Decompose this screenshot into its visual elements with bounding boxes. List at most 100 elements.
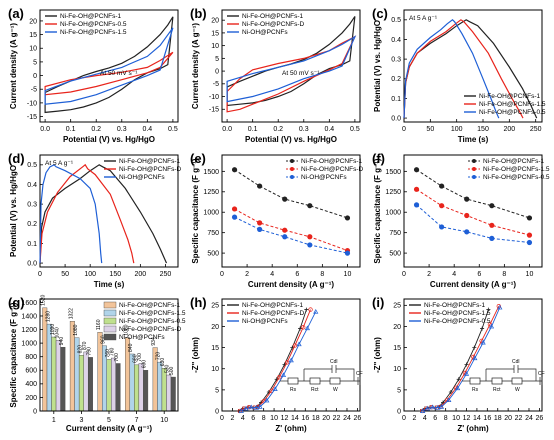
x-axis-label: Potential (V) vs. Hg/HgO: [63, 135, 155, 144]
y-axis-label: Current density (A g⁻¹): [9, 23, 18, 109]
data-label: 840: [128, 343, 134, 352]
bar: [42, 307, 48, 412]
y-tick-label: 10: [393, 366, 401, 373]
data-label: 820: [77, 345, 83, 354]
legend-swatch: [472, 175, 476, 179]
y-tick-label: 750: [389, 230, 401, 237]
data-point: [284, 360, 290, 365]
bar: [138, 363, 144, 412]
data-point: [257, 183, 263, 189]
x-tick-label: 6: [251, 415, 255, 422]
x-tick-label: 0.0: [40, 126, 50, 133]
panel-a: 0.0 0.1 0.2 0.3 0.4 0.5 -15 -10 -5 0 5 10 15 20 Potent…: [8, 6, 179, 144]
capacitor-cdl: [513, 365, 519, 373]
data-point: [264, 397, 270, 403]
bar: [83, 351, 89, 412]
x-tick-label: 18: [312, 415, 320, 422]
bar: [46, 323, 52, 412]
legend-entry: Ni-Fe-OH@PCNFs-1: [424, 302, 486, 309]
x-tick-label: 10: [160, 417, 168, 424]
y-tick-label: 20: [393, 324, 401, 331]
panel-g: 1520 1322 1160 1080 934 1280 1080 960 840 720 1090…: [8, 294, 186, 433]
bar: [170, 376, 176, 412]
y-tick-label: 0: [397, 408, 401, 415]
y-tick-label: 5: [397, 387, 401, 394]
x-tick-label: 6: [295, 271, 299, 278]
data-point: [420, 408, 426, 413]
circuit-label: Rct: [493, 387, 501, 393]
x-tick-label: 0.3: [117, 126, 127, 133]
y-tick-label: 0: [33, 408, 37, 415]
data-point: [413, 167, 420, 173]
y-tick-label: 1000: [203, 210, 219, 217]
x-tick-label: 100: [451, 126, 463, 133]
y-tick-label: 0: [33, 73, 37, 80]
y-tick-label: 0.1: [391, 96, 401, 103]
data-point: [296, 341, 302, 347]
data-point: [464, 229, 470, 235]
bar: [51, 336, 57, 412]
x-tick-label: 0: [402, 271, 406, 278]
y-axis-label: -Z" (ohm): [373, 337, 382, 373]
bar: [78, 355, 84, 412]
y-tick-label: -15: [209, 107, 219, 114]
x-axis-label: Time (s): [94, 280, 125, 289]
x-tick-label: 1: [52, 417, 56, 424]
y-tick-label: 200: [25, 395, 37, 402]
y-axis-label: Current density (A g⁻¹): [191, 23, 200, 109]
y-tick-label: 800: [25, 354, 37, 361]
data-point: [472, 345, 477, 350]
data-label: 500: [169, 366, 175, 375]
bar: [106, 359, 112, 412]
y-tick-label: 750: [207, 230, 219, 237]
x-tick-label: 0.3: [299, 126, 309, 133]
annotation: At 5 A g⁻¹: [45, 160, 74, 167]
y-tick-label: 0.4: [391, 37, 401, 44]
x-tick-label: 200: [135, 271, 147, 278]
data-label: 530: [165, 364, 171, 373]
y-axis-label: -Z" (ohm): [191, 337, 200, 373]
x-tick-label: 12: [463, 415, 471, 422]
data-point: [292, 343, 298, 348]
panel-label: (i): [372, 295, 384, 310]
legend-entry: Ni-Fe-OH@PCNFs-D: [301, 166, 364, 173]
x-tick-label: 0.2: [273, 126, 283, 133]
resistor-rs: [287, 377, 299, 385]
y-tick-label: -10: [27, 100, 37, 107]
circuit-label: W: [333, 387, 338, 393]
legend-entry: Ni-Fe-OH@PCNFs-1.5: [479, 101, 546, 108]
circuit-label: Cdl: [512, 359, 520, 365]
circuit-label: Rs: [290, 387, 297, 393]
data-point: [231, 206, 238, 212]
y-tick-label: 10: [29, 46, 37, 53]
data-label: 934: [151, 337, 157, 346]
legend-entry: Ni-Fe-OH@PCNFs-1: [242, 302, 304, 309]
legend-entry: Ni-Fe-OH@PCNFs-1.5: [483, 166, 550, 173]
y-tick-label: 1000: [21, 341, 37, 348]
panel-label: (g): [8, 295, 25, 310]
y-tick-label: -15: [27, 114, 37, 121]
x-tick-label: 24: [343, 415, 351, 422]
plot-frame: [39, 9, 179, 123]
data-label: 600: [142, 360, 148, 369]
y-tick-label: -5: [213, 81, 219, 88]
legend-entry: Ni-Fe-OH@PCNFs-0.5: [119, 318, 186, 325]
legend-entry: Ni-Fe-OH@PCNFs-D: [119, 166, 182, 173]
x-tick-label: 20: [504, 415, 512, 422]
data-point: [257, 220, 263, 226]
data-point: [243, 405, 249, 411]
circuit-inset: Rs Cdl Rct W CF: [462, 359, 545, 393]
data-point: [464, 196, 470, 202]
data-point: [413, 186, 420, 192]
x-tick-label: 0: [402, 415, 406, 422]
panel-c: 0 50 100 150 200 250 0.0 0.1 0.2 0.3 0.4 0.5 Time (s…: [372, 6, 546, 144]
x-tick-label: 8: [262, 415, 266, 422]
x-tick-label: 50: [426, 126, 434, 133]
y-tick-label: 1500: [385, 169, 401, 176]
legend-entry: Ni-OH@PCNFs: [119, 174, 165, 181]
y-tick-label: 20: [211, 18, 219, 25]
plot-frame: [403, 298, 543, 412]
x-tick-label: 4: [423, 415, 427, 422]
series-line: [234, 208, 348, 252]
